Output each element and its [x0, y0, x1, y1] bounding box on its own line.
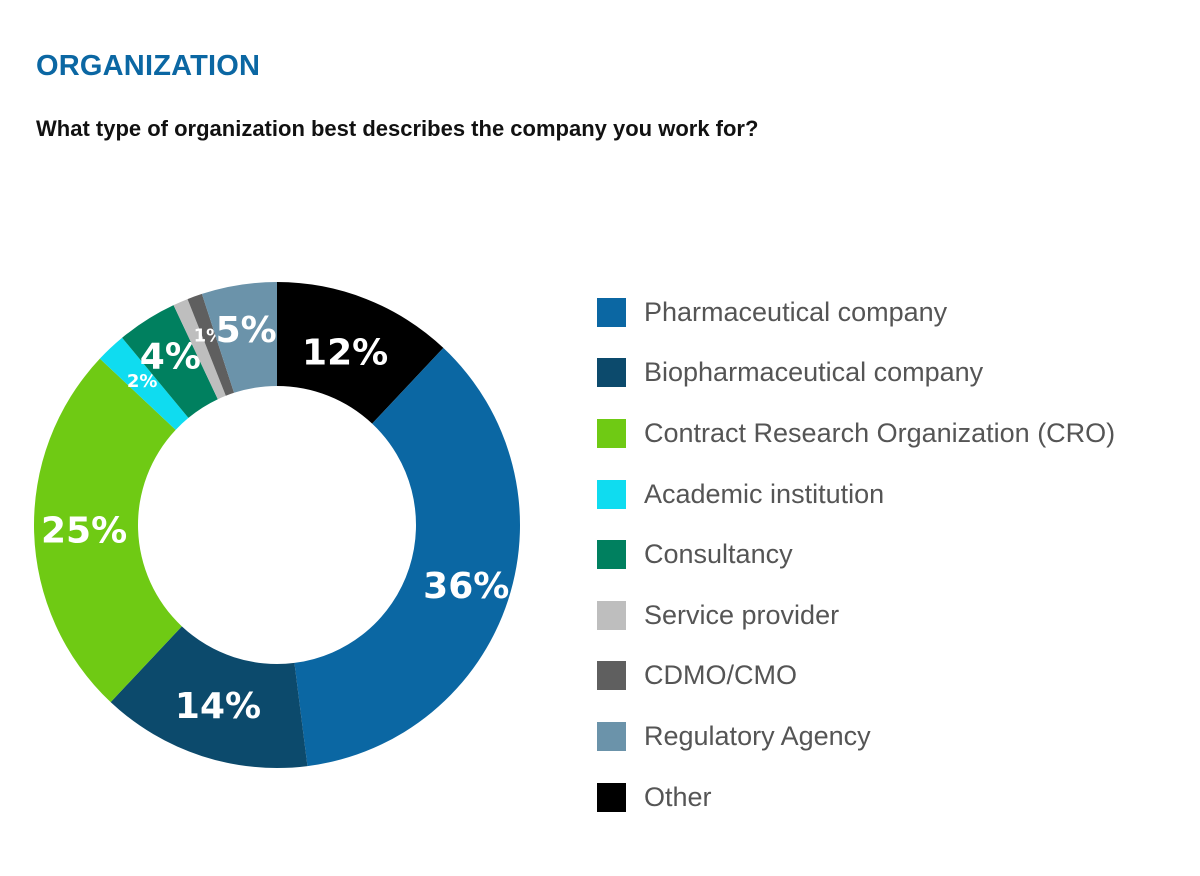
legend-label: Other	[644, 781, 712, 812]
legend-label: Service provider	[644, 599, 840, 630]
slice-data-label: 25%	[41, 511, 127, 552]
legend-label: Contract Research Organization (CRO)	[644, 417, 1116, 448]
legend-swatch	[597, 540, 626, 570]
donut-slice-regulatory-agency	[201, 282, 277, 393]
legend-swatch	[597, 358, 626, 388]
legend-swatch	[597, 418, 626, 448]
donut-slice-consultancy	[122, 305, 218, 418]
slice-data-label: 12%	[302, 332, 388, 373]
slice-data-label: 36%	[423, 566, 509, 607]
slice-data-label: 5%	[216, 310, 277, 351]
legend-swatch	[597, 600, 626, 630]
slice-data-label: 2%	[127, 371, 158, 392]
donut-slice-pharmaceutical-company	[294, 347, 520, 767]
donut-chart: 12%36%14%25%2%4%1%5%	[33, 282, 520, 768]
legend-swatch	[597, 297, 626, 327]
donut-slice-academic-institution	[99, 337, 189, 430]
legend-item-consultancy: Consultancy	[597, 524, 1115, 585]
donut-slice-other	[277, 282, 444, 424]
legend-item-cro: Contract Research Organization (CRO)	[597, 403, 1115, 464]
legend-label: Academic institution	[644, 478, 885, 509]
slice-data-label: 14%	[175, 686, 261, 727]
legend-swatch	[597, 782, 626, 812]
legend-label: Consultancy	[644, 539, 793, 570]
chart-title: ORGANIZATION	[36, 50, 261, 82]
slice-data-label: 4%	[140, 336, 201, 377]
legend-item-regulatory-agency: Regulatory Agency	[597, 706, 1115, 767]
legend-label: CDMO/CMO	[644, 660, 797, 691]
chart-legend: Pharmaceutical company Biopharmaceutical…	[597, 282, 1115, 827]
legend-label: Biopharmaceutical company	[644, 357, 984, 388]
legend-swatch	[597, 661, 626, 691]
donut-slice-biopharmaceutical-company	[110, 626, 308, 768]
donut-slice-cdmo-cmo	[187, 293, 235, 396]
legend-swatch	[597, 721, 626, 751]
legend-item-other: Other	[597, 767, 1115, 828]
legend-label: Regulatory Agency	[644, 720, 871, 751]
legend-label: Pharmaceutical company	[644, 296, 948, 327]
legend-swatch	[597, 479, 626, 509]
legend-item-biopharmaceutical: Biopharmaceutical company	[597, 343, 1115, 404]
legend-item-cdmo-cmo: CDMO/CMO	[597, 646, 1115, 707]
donut-slice-contract-research-organization-cro	[33, 358, 182, 703]
donut-slice-service-provider	[173, 299, 226, 400]
legend-item-pharmaceutical: Pharmaceutical company	[597, 282, 1115, 343]
chart-subtitle: What type of organization best describes…	[36, 116, 759, 141]
legend-item-service-provider: Service provider	[597, 585, 1115, 646]
legend-item-academic: Academic institution	[597, 464, 1115, 525]
